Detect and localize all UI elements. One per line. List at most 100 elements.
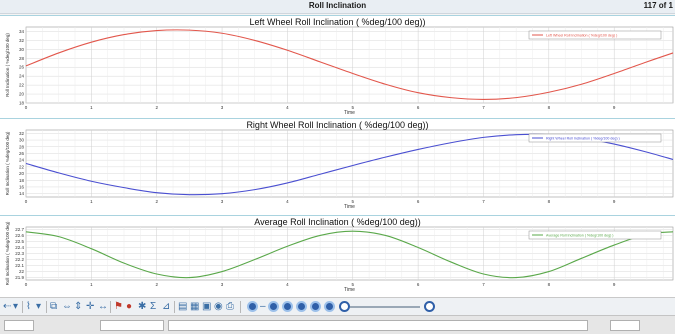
animation-start-button[interactable] bbox=[247, 301, 258, 312]
dash-icon: – bbox=[260, 301, 266, 312]
animation-step-back-button[interactable] bbox=[268, 301, 279, 312]
y-tick-label: 22.1 bbox=[15, 263, 24, 268]
animation-stop-button[interactable] bbox=[324, 301, 335, 312]
x-axis-label: Time bbox=[344, 287, 355, 293]
x-tick-label: 6 bbox=[417, 282, 420, 287]
animation-speed-thumb[interactable] bbox=[424, 301, 435, 312]
animation-play-button[interactable] bbox=[282, 301, 293, 312]
toolbar-separator bbox=[46, 301, 47, 313]
zoom-y-icon[interactable]: ⇕ bbox=[74, 301, 83, 312]
chevron-down-icon[interactable]: ▾ bbox=[36, 301, 42, 312]
status-field-left bbox=[4, 320, 34, 331]
x-tick-label: 8 bbox=[548, 199, 551, 204]
x-tick-label: 0 bbox=[25, 105, 28, 110]
average-plot-title: Average Roll Inclination ( %deg/100 deg)… bbox=[254, 217, 421, 227]
sum-icon[interactable]: Σ bbox=[150, 301, 157, 312]
x-tick-label: 6 bbox=[417, 105, 420, 110]
y-axis-label: Roll Inclination ( %deg/100 deg) bbox=[5, 221, 10, 285]
x-tick-label: 0 bbox=[25, 199, 28, 204]
y-tick-label: 26 bbox=[19, 151, 25, 156]
color-icon[interactable]: ● bbox=[126, 301, 133, 312]
plot-right-wheel[interactable]: 32 30 28 26 24 22 20 18 16 14 0 1 2 3 4 5 6 7 8 9 Time Roll I… bbox=[0, 118, 675, 215]
settings-icon[interactable]: ✱ bbox=[138, 301, 147, 312]
x-tick-label: 0 bbox=[25, 282, 28, 287]
x-tick-label: 3 bbox=[221, 199, 224, 204]
window-titlebar: Roll Inclination 117 of 1 bbox=[0, 0, 675, 14]
x-tick-label: 7 bbox=[482, 199, 485, 204]
y-tick-label: 22 bbox=[19, 83, 25, 88]
y-tick-label: 32 bbox=[19, 131, 25, 136]
status-bar bbox=[0, 315, 675, 334]
print-icon[interactable]: ⎙ bbox=[226, 301, 234, 312]
y-tick-label: 22.3 bbox=[15, 251, 24, 256]
x-axis-label: Time bbox=[344, 110, 355, 116]
pan-icon[interactable]: ↔ bbox=[98, 301, 108, 312]
table-icon[interactable]: ▤ bbox=[178, 301, 188, 312]
toolbar-separator bbox=[174, 301, 175, 313]
series-line[interactable] bbox=[25, 29, 674, 100]
y-tick-label: 30 bbox=[19, 138, 25, 143]
y-tick-label: 18 bbox=[19, 101, 25, 106]
x-tick-label: 2 bbox=[155, 282, 158, 287]
y-tick-label: 22.6 bbox=[15, 233, 24, 238]
plot-left-wheel[interactable]: 34 32 30 28 26 24 22 20 18 0 1 2 3 4 5 6 7 8 9 Time Roll Inc… bbox=[0, 15, 675, 118]
curve-tool-icon[interactable]: ⌇ bbox=[26, 301, 31, 312]
status-field-right[interactable] bbox=[610, 320, 640, 331]
x-tick-label: 7 bbox=[482, 282, 485, 287]
y-tick-label: 20 bbox=[19, 92, 25, 97]
measure-icon[interactable]: ⊿ bbox=[162, 301, 171, 312]
y-tick-label: 28 bbox=[19, 56, 25, 61]
marker-icon[interactable]: ⚑ bbox=[114, 301, 123, 312]
y-tick-label: 22.4 bbox=[15, 245, 24, 250]
legend-box[interactable] bbox=[528, 230, 662, 240]
legend-label: Average Roll Inclination ( %deg/100 deg)… bbox=[546, 234, 613, 238]
animation-slider-thumb[interactable] bbox=[339, 301, 350, 312]
x-tick-label: 9 bbox=[613, 199, 616, 204]
x-tick-label: 1 bbox=[90, 199, 93, 204]
x-tick-label: 5 bbox=[352, 199, 355, 204]
x-tick-label: 5 bbox=[352, 282, 355, 287]
chevron-down-icon[interactable]: ▾ bbox=[13, 301, 19, 312]
legend-label: Right Wheel Roll Inclination ( %deg/100 … bbox=[546, 137, 620, 141]
legend-box[interactable] bbox=[528, 133, 662, 143]
legend-label: Left Wheel Roll Inclination ( %deg/100 d… bbox=[546, 34, 617, 38]
x-tick-label: 4 bbox=[286, 105, 289, 110]
y-tick-label: 20 bbox=[19, 171, 25, 176]
legend-box[interactable] bbox=[528, 30, 662, 40]
plot-average[interactable]: 22.7 22.6 22.5 22.4 22.3 22.2 22.1 22 21.9 0 1 2 3 4 5… bbox=[0, 215, 675, 297]
x-tick-label: 3 bbox=[221, 282, 224, 287]
zoom-box-icon[interactable]: ⧉ bbox=[50, 301, 58, 312]
x-tick-label: 1 bbox=[90, 282, 93, 287]
y-tick-label: 22.2 bbox=[15, 257, 24, 262]
animation-slider-track[interactable] bbox=[350, 306, 420, 308]
y-tick-label: 30 bbox=[19, 47, 25, 52]
animation-end-button[interactable] bbox=[310, 301, 321, 312]
status-field-main[interactable] bbox=[168, 320, 588, 331]
page-icon[interactable]: ▣ bbox=[202, 301, 212, 312]
animation-step-forward-button[interactable] bbox=[296, 301, 307, 312]
page-counter: 117 of 1 bbox=[643, 1, 673, 10]
y-tick-label: 22 bbox=[19, 269, 25, 274]
y-tick-label: 18 bbox=[19, 178, 25, 183]
pointer-icon[interactable]: ⇠ bbox=[3, 301, 12, 312]
camera-icon[interactable]: ◉ bbox=[214, 301, 223, 312]
y-tick-label: 24 bbox=[19, 74, 25, 79]
zoom-x-icon[interactable]: ⇔ bbox=[62, 301, 72, 312]
series-line[interactable] bbox=[25, 230, 674, 279]
y-tick-label: 28 bbox=[19, 144, 25, 149]
x-tick-label: 3 bbox=[221, 105, 224, 110]
status-field-combo[interactable] bbox=[100, 320, 164, 331]
x-tick-label: 6 bbox=[417, 199, 420, 204]
y-axis-label: Roll Inclination ( %deg/100 deg) bbox=[5, 33, 10, 97]
x-tick-label: 1 bbox=[90, 105, 93, 110]
y-tick-label: 26 bbox=[19, 65, 25, 70]
fit-icon[interactable]: ✛ bbox=[86, 301, 95, 312]
toolbar-separator bbox=[240, 301, 241, 313]
layout-icon[interactable]: ▦ bbox=[190, 301, 200, 312]
y-tick-label: 22.7 bbox=[15, 227, 24, 232]
y-axis-label: Roll Inclination ( %deg/100 deg) bbox=[5, 131, 10, 195]
